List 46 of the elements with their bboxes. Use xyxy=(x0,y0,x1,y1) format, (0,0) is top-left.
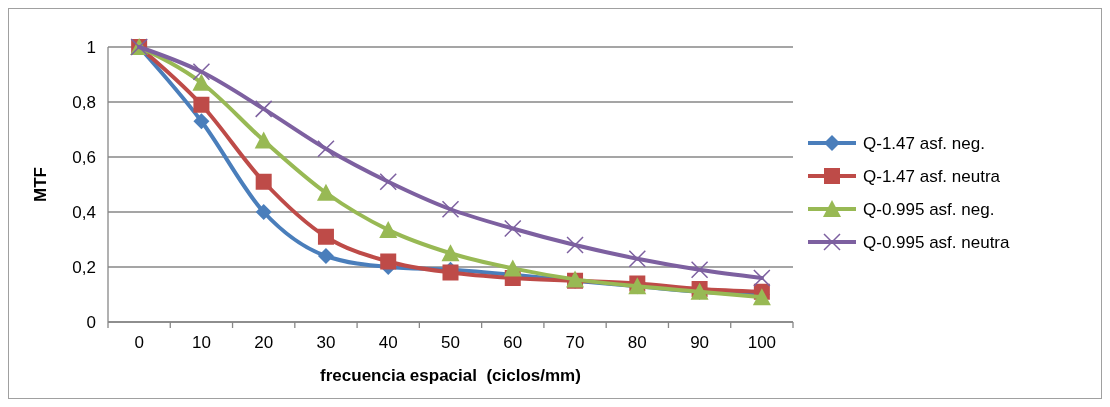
y-tick-label: 0,8 xyxy=(72,92,96,112)
point xyxy=(690,261,709,279)
x-tick-label: 100 xyxy=(747,333,777,352)
y-axis-title: MTF xyxy=(31,167,50,202)
x-tick-label: 80 xyxy=(627,333,647,352)
point xyxy=(441,200,460,218)
point xyxy=(254,100,273,118)
x-tick-label: 30 xyxy=(316,333,336,352)
point xyxy=(441,244,460,262)
point xyxy=(628,250,647,268)
point xyxy=(192,73,211,91)
x-tick-label: 40 xyxy=(378,333,398,352)
y-tick-label: 1 xyxy=(86,37,96,57)
y-tick-label: 0 xyxy=(86,312,96,332)
y-tick-label: 0,4 xyxy=(72,202,96,222)
x-tick-label: 0 xyxy=(134,333,144,352)
point xyxy=(503,259,522,277)
legend-label: Q-1.47 asf. neg. xyxy=(863,133,985,153)
point xyxy=(254,131,273,149)
point xyxy=(193,113,210,130)
point xyxy=(753,269,771,287)
point xyxy=(192,63,211,81)
x-tick-label: 60 xyxy=(503,333,523,352)
point xyxy=(317,248,334,264)
point xyxy=(380,253,397,270)
x-tick-label: 20 xyxy=(254,333,274,352)
legend-label: Q-0.995 asf. neg. xyxy=(863,199,995,219)
x-tick-label: 50 xyxy=(441,333,460,352)
x-tick-label: 90 xyxy=(690,333,710,352)
x-tick-label: 70 xyxy=(565,333,585,352)
point xyxy=(316,183,335,201)
point xyxy=(317,228,334,245)
point xyxy=(193,96,210,113)
y-tick-label: 0,6 xyxy=(72,147,96,167)
x-axis-title: frecuencia espacial (ciclos/mm) xyxy=(320,366,581,385)
point xyxy=(255,173,272,190)
legend-label: Q-0.995 asf. neutra xyxy=(863,232,1011,252)
point xyxy=(255,204,272,220)
x-tick-label: 10 xyxy=(191,333,211,352)
point xyxy=(379,220,398,238)
legend-label: Q-1.47 asf. neutra xyxy=(863,166,1001,186)
point xyxy=(504,219,522,238)
y-tick-label: 0,2 xyxy=(72,257,96,277)
point xyxy=(379,173,397,191)
point xyxy=(566,236,584,254)
point xyxy=(317,140,335,158)
